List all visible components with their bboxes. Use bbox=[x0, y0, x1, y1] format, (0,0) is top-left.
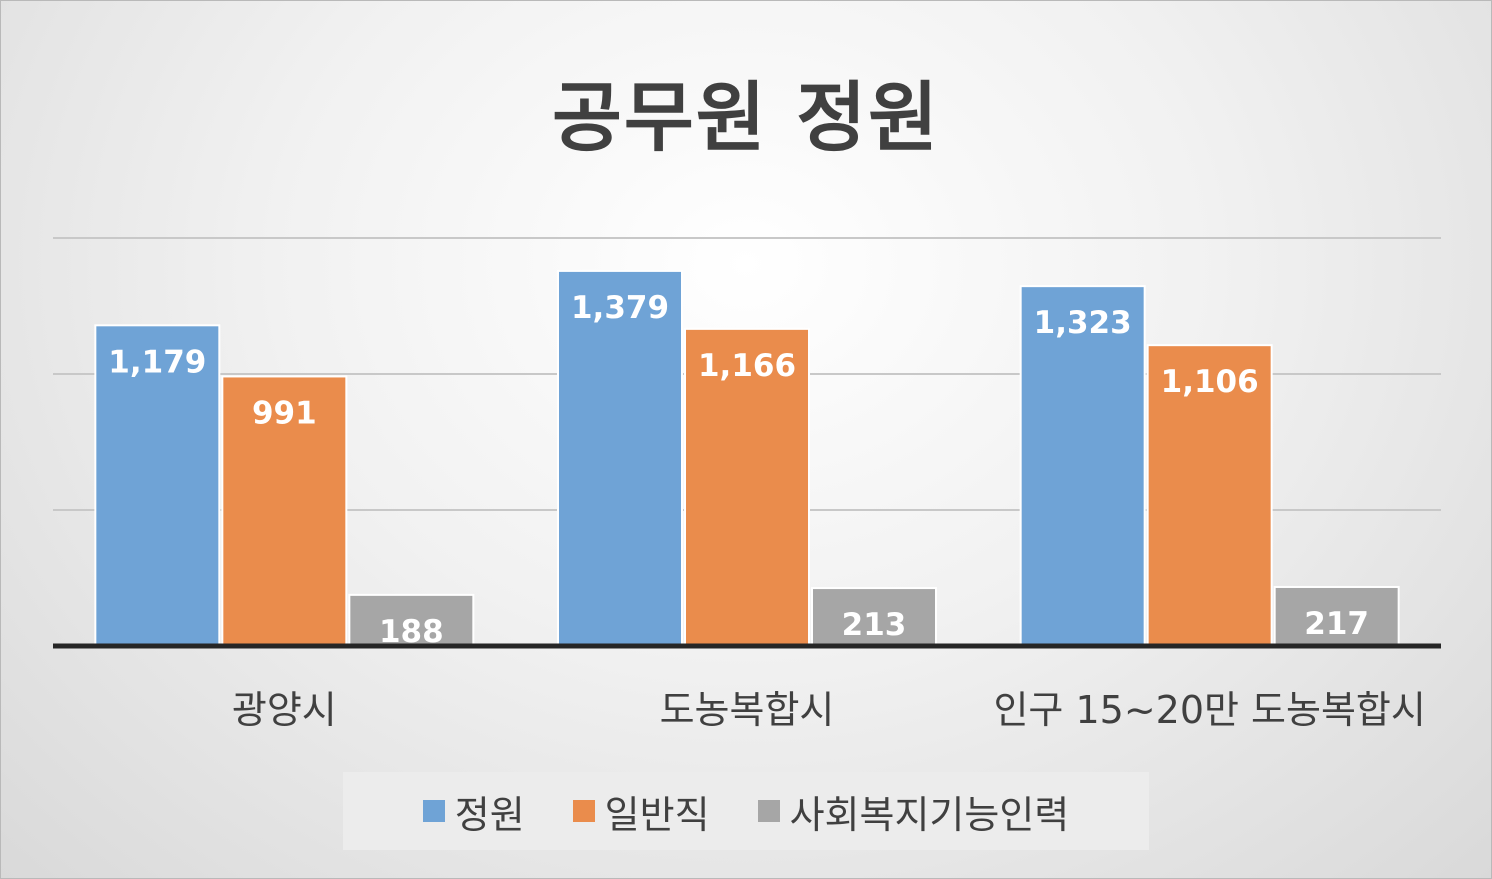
data-label: 217 bbox=[1304, 606, 1369, 642]
category-label: 광양시 bbox=[232, 688, 337, 732]
data-label: 1,106 bbox=[1161, 364, 1259, 400]
bar-2 bbox=[221, 375, 348, 647]
bar-1 bbox=[1019, 285, 1146, 647]
bar-3 bbox=[1273, 585, 1400, 648]
data-label: 1,166 bbox=[698, 348, 796, 384]
legend-swatch bbox=[422, 800, 445, 822]
category-label: 인구 15~20만 도농복합시 bbox=[993, 688, 1425, 732]
legend-item: 사회복지기능인력 bbox=[757, 784, 1070, 839]
bar-2 bbox=[1146, 344, 1273, 647]
data-label: 1,379 bbox=[571, 290, 669, 326]
legend-swatch bbox=[757, 800, 780, 822]
data-label: 1,323 bbox=[1034, 305, 1132, 341]
legend-label: 사회복지기능인력 bbox=[789, 792, 1070, 837]
legend-label: 정원 bbox=[454, 792, 525, 837]
data-label: 991 bbox=[252, 395, 317, 431]
data-label: 1,179 bbox=[108, 344, 206, 380]
chart-title: 공무원 정원 bbox=[551, 73, 941, 162]
category-label: 도농복합시 bbox=[660, 688, 835, 732]
legend-swatch bbox=[572, 800, 595, 822]
legend: 정원 일반직 사회복지기능인력 bbox=[343, 772, 1149, 850]
legend-label: 일반직 bbox=[604, 792, 710, 837]
legend-item: 일반직 bbox=[572, 784, 710, 839]
data-label: 213 bbox=[842, 607, 907, 643]
bar-3 bbox=[348, 593, 475, 648]
bar-1 bbox=[557, 269, 683, 647]
legend-item: 정원 bbox=[422, 784, 525, 839]
